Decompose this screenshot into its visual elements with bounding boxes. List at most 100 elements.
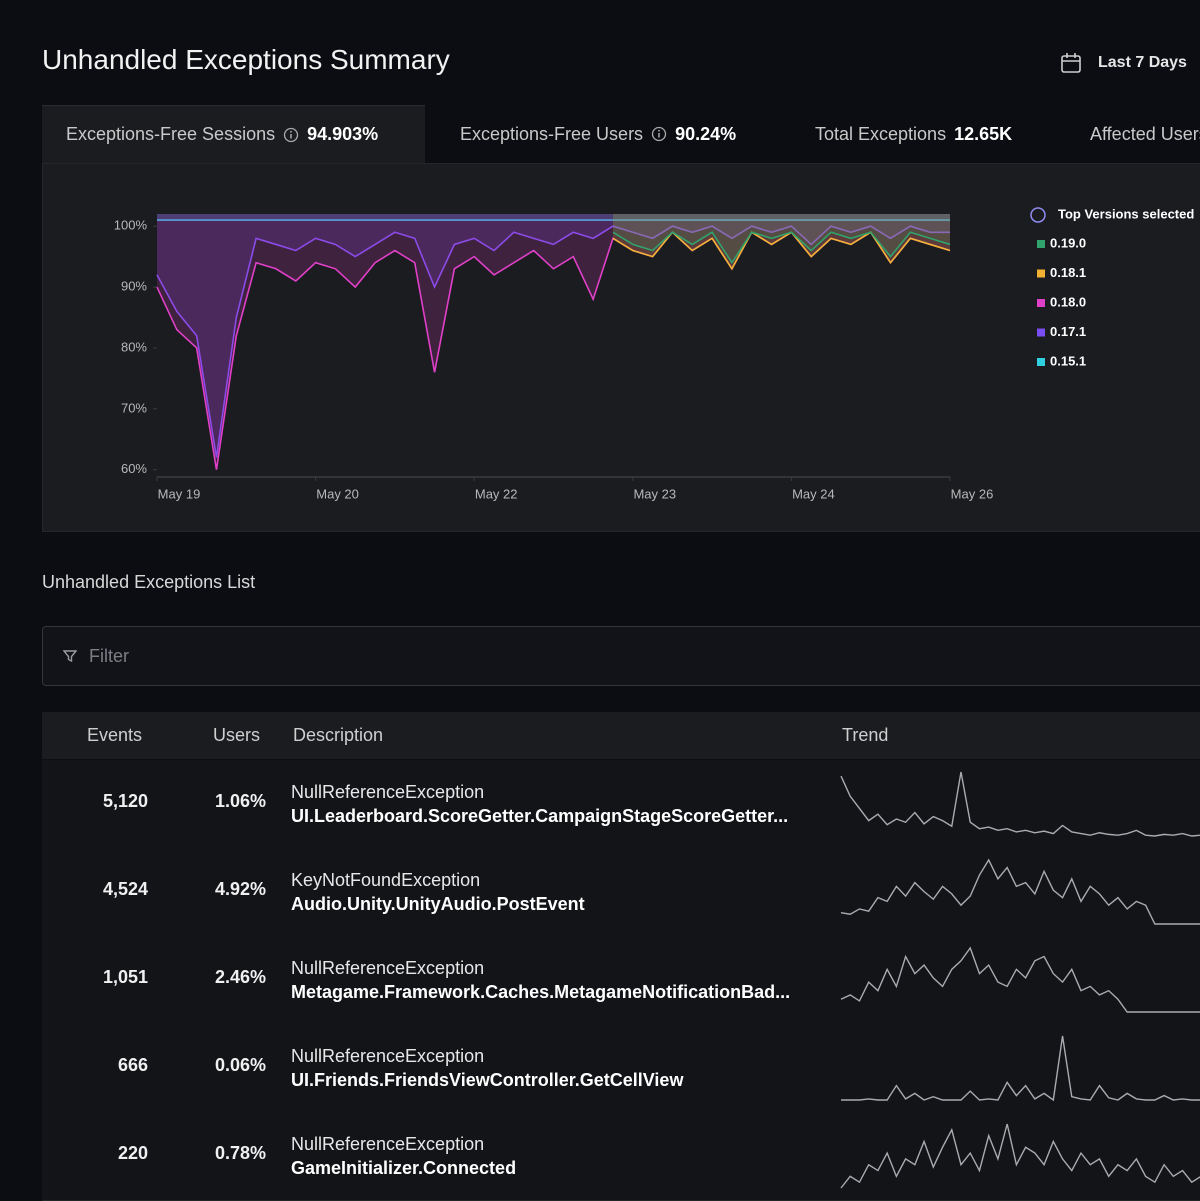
events-cell: 220 (117, 1143, 148, 1163)
trend-line (840, 1123, 1200, 1189)
description-cell: NullReferenceException UI.Friends.Friends… (291, 1044, 683, 1092)
exception-type: KeyNotFoundException (291, 870, 481, 890)
legend-title: Top Versions selected (1030, 206, 1194, 223)
y-tick-label: 90% (121, 278, 147, 293)
column-header: Trend (842, 725, 889, 745)
trend-line (841, 1035, 1200, 1102)
sparkline (841, 1035, 1200, 1102)
exception-type: NullReferenceException (291, 1134, 485, 1154)
sparkline (840, 946, 1200, 1013)
column-header[interactable]: Users (213, 725, 261, 745)
users-cell: 1.06% (214, 791, 266, 811)
legend-label: 0.18.1 (1050, 265, 1086, 280)
events-cell: 666 (117, 1055, 148, 1075)
tab-value: 90.24% (675, 123, 737, 144)
exception-location: Metagame.Framework.Caches.MetagameNotifi… (291, 982, 791, 1002)
users-cell: 2.46% (214, 967, 266, 987)
x-tick-label: May 22 (475, 486, 518, 501)
description-cell: KeyNotFoundException Audio.Unity.UnityAud… (291, 868, 585, 916)
tab-label: Total Exceptions (815, 123, 947, 144)
calendar-icon (1061, 53, 1081, 73)
table-row[interactable]: 5,120 1.06% NullReferenceException UI.Leade… (42, 760, 1200, 849)
chart-panel (42, 163, 1200, 532)
exception-location: Audio.Unity.UnityAudio.PostEvent (291, 894, 585, 914)
tab-label: Exceptions-Free Sessions (66, 124, 276, 144)
metric-tab[interactable]: Exceptions-Free Users 90.24% (460, 105, 736, 163)
exception-type: NullReferenceException (291, 782, 485, 802)
users-cell: 4.92% (214, 879, 266, 899)
exception-location: GameInitializer.Connected (291, 1158, 517, 1178)
exception-location: UI.Friends.FriendsViewController.GetCell… (291, 1070, 684, 1090)
x-tick-label: May 19 (158, 486, 201, 501)
tab-value: 94.903% (307, 124, 379, 144)
exception-type: NullReferenceException (291, 1046, 485, 1066)
tab-label: Exceptions-Free Users (460, 123, 644, 144)
sparkline (840, 771, 1200, 837)
filter-icon (63, 650, 77, 663)
metric-tab[interactable]: Total Exceptions 12.65K (815, 105, 1012, 163)
table-row[interactable]: 1,051 2.46% NullReferenceException Metagame… (42, 936, 1200, 1025)
users-cell: 0.78% (214, 1143, 266, 1163)
section-title: Unhandled Exceptions List (42, 572, 256, 592)
series-area (157, 214, 950, 470)
description-cell: NullReferenceException UI.Leaderboard.Sco… (291, 780, 788, 828)
legend-swatch (1037, 328, 1045, 337)
table-header: Events Users Description Trend (42, 712, 1200, 759)
metric-tab[interactable]: Affected Users (1090, 105, 1200, 163)
filter-placeholder: Filter (89, 645, 129, 666)
events-cell: 5,120 (102, 791, 148, 811)
legend-label: 0.17.1 (1050, 324, 1086, 339)
x-tick-label: May 26 (951, 486, 994, 501)
legend-swatch (1037, 240, 1045, 248)
legend-label: 0.15.1 (1050, 353, 1086, 368)
date-range-picker[interactable]: Last 7 Days (1060, 52, 1187, 74)
column-header[interactable]: Description (293, 725, 384, 745)
table-row[interactable]: 666 0.06% NullReferenceException UI.Friends… (42, 1024, 1200, 1113)
page-title: Unhandled Exceptions Summary (42, 44, 450, 75)
series-line (156, 225, 950, 458)
tab-value: 12.65K (954, 123, 1013, 144)
series-area (157, 214, 950, 221)
chart: 60% 70% 80% 90% 100% May 19 May 20 May 22 May 23… (114, 206, 1195, 501)
series-area (612, 214, 950, 263)
exception-type: NullReferenceException (291, 958, 485, 978)
exception-location: UI.Leaderboard.ScoreGetter.CampaignStage… (291, 806, 789, 826)
legend-label: 0.19.0 (1050, 235, 1086, 250)
y-tick-label: 60% (121, 461, 147, 476)
y-tick-label: 70% (121, 400, 147, 415)
trend-line (840, 946, 1200, 1013)
series-area (157, 214, 950, 458)
x-tick-label: May 24 (792, 486, 835, 501)
column-header[interactable]: Events (87, 725, 143, 745)
legend-swatch (1037, 358, 1045, 366)
series-line (612, 231, 951, 265)
x-tick-label: May 20 (316, 486, 359, 501)
tab-label: Affected Users (1090, 123, 1200, 144)
users-cell: 0.06% (214, 1055, 266, 1075)
info-icon (283, 127, 299, 142)
events-cell: 1,051 (102, 967, 148, 987)
y-tick-label: 100% (114, 218, 148, 233)
date-range-label: Last 7 Days (1098, 54, 1187, 71)
legend-icon (1030, 207, 1046, 223)
table-row[interactable]: 4,524 4.92% KeyNotFoundException Audio.Unit… (42, 848, 1200, 937)
trend-line (840, 858, 1200, 925)
legend-title-text: Top Versions selected (1058, 206, 1194, 221)
legend-swatch (1037, 299, 1045, 307)
series-area (612, 214, 950, 269)
trend-line (840, 771, 1200, 837)
events-cell: 4,524 (102, 879, 148, 899)
table-row[interactable]: 220 0.78% NullReferenceException GameInitia… (42, 1112, 1200, 1201)
description-cell: NullReferenceException Metagame.Framework… (291, 956, 790, 1004)
filter-input[interactable]: Filter (42, 626, 1200, 686)
x-tick-label: May 23 (633, 486, 676, 501)
y-tick-label: 80% (121, 339, 147, 354)
info-icon (651, 126, 667, 142)
legend-label: 0.18.0 (1050, 294, 1086, 309)
metric-tab[interactable]: Exceptions-Free Sessions 94.903% (42, 105, 425, 163)
sparkline (840, 1123, 1200, 1189)
legend-swatch (1037, 269, 1045, 278)
description-cell: NullReferenceException GameInitializer.Co… (291, 1132, 516, 1180)
sparkline (840, 858, 1200, 925)
